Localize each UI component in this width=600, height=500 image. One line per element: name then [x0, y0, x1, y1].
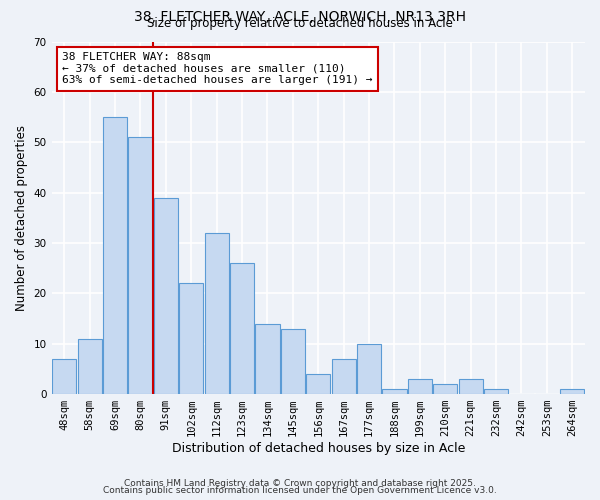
Bar [154, 198, 178, 394]
Bar [560, 389, 584, 394]
Bar [256, 324, 280, 394]
Bar [77, 338, 102, 394]
Text: 38, FLETCHER WAY, ACLE, NORWICH, NR13 3RH: 38, FLETCHER WAY, ACLE, NORWICH, NR13 3R… [134, 10, 466, 24]
Bar [408, 379, 432, 394]
Bar [484, 389, 508, 394]
Bar [433, 384, 457, 394]
X-axis label: Distribution of detached houses by size in Acle: Distribution of detached houses by size … [172, 442, 465, 455]
Bar [52, 359, 76, 394]
Bar [230, 263, 254, 394]
Text: Contains public sector information licensed under the Open Government Licence v3: Contains public sector information licen… [103, 486, 497, 495]
Bar [103, 117, 127, 394]
Y-axis label: Number of detached properties: Number of detached properties [15, 125, 28, 311]
Bar [332, 359, 356, 394]
Bar [306, 374, 331, 394]
Bar [382, 389, 407, 394]
Bar [128, 137, 152, 394]
Text: Size of property relative to detached houses in Acle: Size of property relative to detached ho… [147, 18, 453, 30]
Bar [357, 344, 381, 394]
Bar [458, 379, 483, 394]
Bar [205, 233, 229, 394]
Bar [281, 328, 305, 394]
Text: 38 FLETCHER WAY: 88sqm
← 37% of detached houses are smaller (110)
63% of semi-de: 38 FLETCHER WAY: 88sqm ← 37% of detached… [62, 52, 373, 86]
Bar [179, 284, 203, 394]
Text: Contains HM Land Registry data © Crown copyright and database right 2025.: Contains HM Land Registry data © Crown c… [124, 478, 476, 488]
